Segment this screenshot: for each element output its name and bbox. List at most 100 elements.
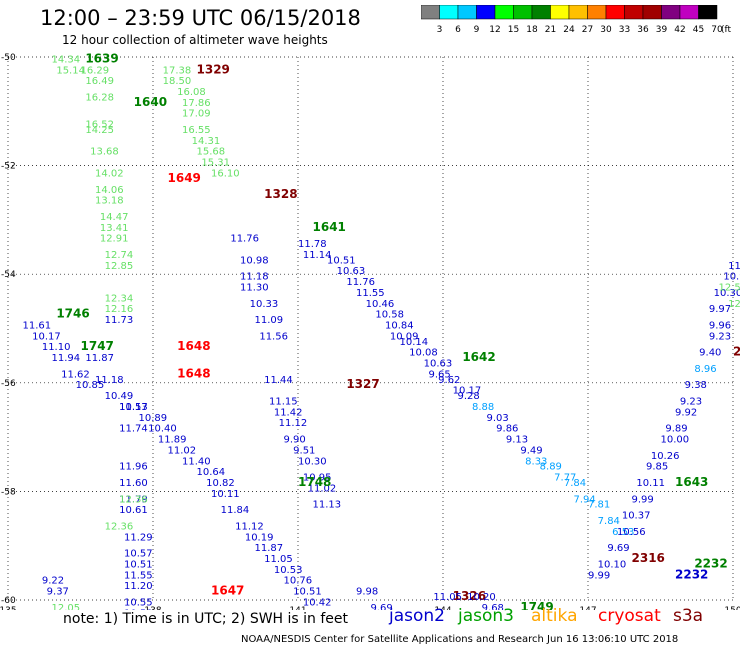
lat-tick-label: -50 — [1, 53, 16, 63]
wave-height-value: 14.06 — [95, 185, 124, 196]
wave-height-value: 17.09 — [182, 109, 211, 120]
wave-height-value: 11.84 — [221, 505, 250, 516]
wave-height-value: 10.99 — [723, 272, 740, 283]
wave-height-value: 11.94 — [52, 353, 81, 364]
wave-height-value: 10.55 — [124, 597, 153, 608]
wave-height-value: 14.02 — [95, 168, 124, 179]
wave-height-value: 11.17 — [119, 402, 148, 413]
wave-height-value: 11.13 — [313, 500, 342, 511]
pass-time-label: 1747 — [81, 339, 114, 353]
colorbar-label: 9 — [474, 25, 480, 35]
wave-height-value: 10.63 — [337, 266, 366, 277]
credit-line: NOAA/NESDIS Center for Satellite Applica… — [241, 634, 679, 645]
lat-tick-label: -58 — [1, 487, 16, 497]
wave-height-value: 11.73 — [728, 261, 740, 272]
wave-height-value: 13.41 — [100, 223, 129, 234]
wave-height-value: 12.05 — [52, 603, 81, 610]
wave-height-value: 11.20 — [124, 581, 153, 592]
wave-height-value: 13.18 — [95, 196, 124, 207]
wave-height-value: 10.58 — [124, 608, 153, 610]
pass-time-label: 1648 — [177, 366, 210, 380]
wave-height-value: 11.96 — [119, 462, 148, 473]
lat-tick-label: -56 — [1, 379, 16, 389]
wave-height-value: 15.14 — [56, 65, 85, 76]
colorbar-label: 15 — [508, 25, 519, 35]
wave-height-value: 10.85 — [76, 380, 105, 391]
wave-height-value: 11.56 — [259, 331, 288, 342]
wave-height-value: 10.95 — [303, 473, 332, 484]
pass-time-label: 1641 — [313, 220, 346, 234]
colorbar-label: 42 — [674, 25, 685, 35]
lon-tick-label: 135 — [0, 606, 17, 610]
wave-height-value: 10.61 — [119, 505, 148, 516]
wave-height-value: 9.40 — [699, 348, 721, 359]
wave-height-value: 9.37 — [47, 587, 69, 598]
wave-height-value: 10.30 — [714, 288, 740, 299]
wave-height-value: 10.42 — [303, 597, 332, 608]
wave-height-value: 6.53 — [612, 527, 634, 538]
wave-height-value: 10.46 — [366, 299, 395, 310]
wave-height-value: 11.42 — [274, 407, 303, 418]
colorbar-label: 36 — [637, 25, 649, 35]
wave-height-value: 10.98 — [240, 255, 269, 266]
wave-height-value: 9.23 — [709, 331, 731, 342]
wave-height-value: 18.50 — [163, 76, 192, 87]
wave-height-value: 16.49 — [85, 76, 114, 87]
wave-height-value: 9.68 — [482, 603, 504, 610]
wave-height-value: 7.81 — [588, 500, 610, 511]
wave-height-value: 11.87 — [255, 543, 284, 554]
colorbar-label: 3 — [437, 25, 443, 35]
wave-height-value: 10.57 — [124, 549, 153, 560]
wave-height-value: 12.74 — [105, 250, 134, 261]
wave-height-value: 11.76 — [230, 234, 259, 245]
wave-height-value: 10.17 — [32, 331, 61, 342]
wave-height-value: 7.84 — [598, 516, 620, 527]
wave-height-value: 11.15 — [269, 397, 298, 408]
wave-height-value: 9.90 — [284, 435, 306, 446]
wave-height-value: 12.67 — [728, 299, 740, 310]
wave-height-value: 10.20 — [467, 592, 496, 603]
wave-height-value: 10.53 — [274, 565, 303, 576]
pass-time-label: 1640 — [134, 95, 167, 109]
wave-height-value: 12.16 — [105, 304, 134, 315]
wave-height-value: 11.12 — [279, 418, 308, 429]
lat-tick-label: -60 — [1, 596, 16, 606]
wave-height-value: 9.65 — [429, 369, 451, 380]
wave-height-value: 10.76 — [284, 576, 313, 587]
wave-height-value: 12.91 — [100, 234, 129, 245]
pass-time-label: 1649 — [168, 171, 201, 185]
wave-height-value: 11.29 — [124, 532, 153, 543]
wave-height-value: 10.89 — [139, 413, 168, 424]
pass-time-label: 1327 — [346, 377, 379, 391]
wave-height-value: 16.29 — [81, 65, 110, 76]
legend-altika: altika — [531, 606, 578, 626]
wave-height-value: 7.94 — [574, 494, 596, 505]
colorbar-label: 33 — [619, 25, 630, 35]
wave-height-value: 11.61 — [23, 321, 52, 332]
wave-height-value: 14.34 — [52, 54, 81, 65]
lon-tick-label: 150 — [724, 606, 740, 610]
wave-height-value: 11.02 — [168, 445, 197, 456]
wave-height-value: 10.10 — [598, 559, 627, 570]
pass-time-label: 2316 — [632, 551, 665, 565]
wave-height-value: 8.33 — [525, 456, 547, 467]
wave-height-value: 9.99 — [632, 494, 654, 505]
wave-height-value: 16.28 — [85, 92, 114, 103]
wave-height-value: 9.13 — [506, 435, 528, 446]
wave-height-value: 11.60 — [119, 478, 148, 489]
wave-height-value: 10.51 — [293, 587, 322, 598]
wave-height-value: 15.31 — [201, 158, 230, 169]
wave-height-value: 9.51 — [293, 445, 315, 456]
wave-height-value: 11.40 — [182, 456, 211, 467]
wave-height-value: 10.08 — [409, 348, 438, 359]
wave-height-value: 8.89 — [540, 462, 562, 473]
colorbar-label: 24 — [563, 25, 575, 35]
wave-height-value: 11.87 — [85, 353, 114, 364]
lon-tick-label: 144 — [434, 606, 451, 610]
wave-height-value: 10.84 — [385, 321, 414, 332]
wave-height-value: 10.53 — [119, 402, 148, 413]
wave-height-value: 17.86 — [182, 98, 211, 109]
colorbar-unit: (ft) — [721, 25, 731, 35]
wave-height-value: 11.18 — [240, 272, 269, 283]
